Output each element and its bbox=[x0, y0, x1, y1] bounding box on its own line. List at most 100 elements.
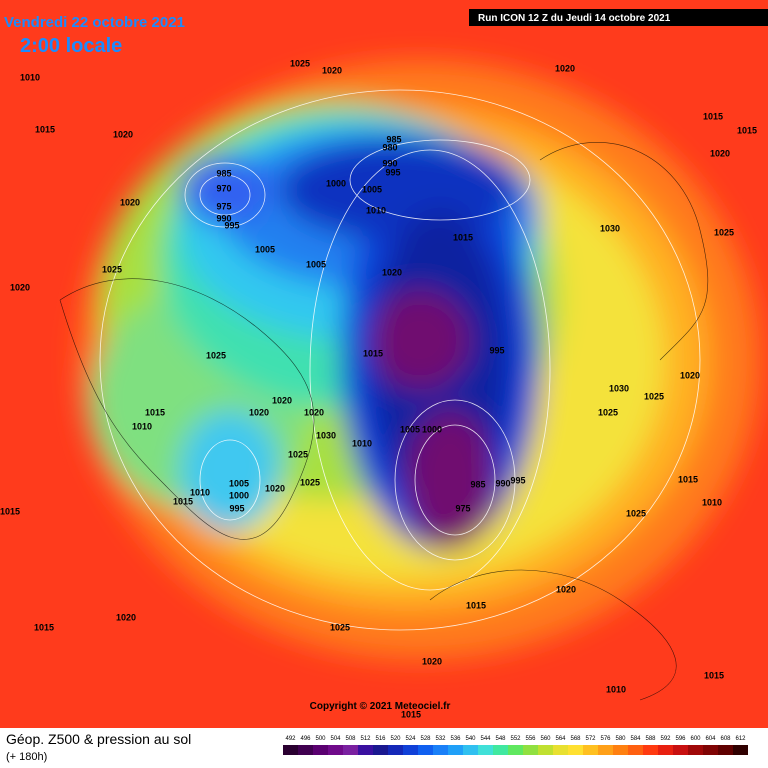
scale-swatch bbox=[583, 745, 598, 755]
scale-swatch bbox=[493, 745, 508, 755]
scale-label: 612 bbox=[735, 736, 746, 742]
scale-label: 556 bbox=[525, 736, 536, 742]
isobar-label: 1005 bbox=[229, 478, 249, 488]
scale-label: 568 bbox=[570, 736, 581, 742]
run-banner bbox=[469, 9, 768, 26]
scale-label: 512 bbox=[360, 736, 371, 742]
isobar-label: 1005 bbox=[255, 244, 275, 254]
scale-label: 524 bbox=[405, 736, 416, 742]
isobar-label: 1020 bbox=[422, 656, 442, 666]
scale-label: 492 bbox=[285, 736, 296, 742]
scale-swatch bbox=[463, 745, 478, 755]
scale-swatch bbox=[733, 745, 748, 755]
isobar-label: 1030 bbox=[609, 383, 629, 393]
isobar-label: 1015 bbox=[145, 407, 165, 417]
isobar-label: 1020 bbox=[272, 395, 292, 405]
isobar-label: 1025 bbox=[290, 58, 310, 68]
scale-label: 496 bbox=[300, 736, 311, 742]
scale-label: 528 bbox=[420, 736, 431, 742]
isobar-label: 1015 bbox=[0, 506, 20, 516]
isobar-label: 1005 bbox=[306, 259, 326, 269]
scale-label: 516 bbox=[375, 736, 386, 742]
scale-label: 588 bbox=[645, 736, 656, 742]
isobar-label: 1010 bbox=[190, 487, 210, 497]
scale-label: 536 bbox=[450, 736, 461, 742]
isobar-label: 1020 bbox=[265, 483, 285, 493]
scale-swatch bbox=[673, 745, 688, 755]
scale-swatch bbox=[643, 745, 658, 755]
isobar-label: 1030 bbox=[600, 223, 620, 233]
scale-swatch bbox=[433, 745, 448, 755]
scale-swatch bbox=[403, 745, 418, 755]
scale-swatch bbox=[313, 745, 328, 755]
isobar-label: 1030 bbox=[316, 430, 336, 440]
isobar-label: 1010 bbox=[366, 205, 386, 215]
color-scale: 492 496 500 504 508 512 516 520 524 528 532 536 540 5… bbox=[283, 736, 748, 755]
copyright: Copyright © 2021 Meteociel.fr bbox=[310, 701, 451, 712]
scale-swatch bbox=[508, 745, 523, 755]
footer-title: Géop. Z500 & pression au sol bbox=[6, 731, 191, 747]
isobar-label: 985 bbox=[386, 134, 401, 144]
isobar-label: 1025 bbox=[300, 477, 320, 487]
isobar-label: 995 bbox=[229, 503, 244, 513]
scale-label: 604 bbox=[705, 736, 716, 742]
isobar-label: 975 bbox=[455, 503, 470, 513]
scale-swatch bbox=[283, 745, 298, 755]
isobar-label: 1005 bbox=[362, 184, 382, 194]
isobar-label: 1015 bbox=[737, 125, 757, 135]
isobar-label: 1015 bbox=[401, 709, 421, 719]
isobar-label: 1000 bbox=[422, 424, 442, 434]
isobar-label: 1010 bbox=[20, 72, 40, 82]
scale-label: 500 bbox=[315, 736, 326, 742]
isobar-label: 1025 bbox=[330, 622, 350, 632]
scale-swatch bbox=[373, 745, 388, 755]
scale-label: 504 bbox=[330, 736, 341, 742]
isobar-label: 1020 bbox=[322, 65, 342, 75]
scale-swatch bbox=[328, 745, 343, 755]
isobar-label: 1020 bbox=[555, 63, 575, 73]
isobar-label: 1025 bbox=[644, 391, 664, 401]
scale-swatch bbox=[703, 745, 718, 755]
isobar-label: 995 bbox=[224, 220, 239, 230]
scale-label: 508 bbox=[345, 736, 356, 742]
isobar-label: 1000 bbox=[229, 490, 249, 500]
isobar-label: 1020 bbox=[710, 148, 730, 158]
scale-label: 564 bbox=[555, 736, 566, 742]
isobar-label: 980 bbox=[382, 142, 397, 152]
scale-swatch bbox=[388, 745, 403, 755]
scale-swatch bbox=[553, 745, 568, 755]
geopotential-field bbox=[80, 60, 760, 660]
isobar-label: 1015 bbox=[704, 670, 724, 680]
scale-label: 576 bbox=[600, 736, 611, 742]
isobar-label: 1000 bbox=[326, 178, 346, 188]
scale-swatch bbox=[298, 745, 313, 755]
scale-swatch bbox=[343, 745, 358, 755]
scale-swatch bbox=[448, 745, 463, 755]
scale-swatch bbox=[658, 745, 673, 755]
isobar-label: 1010 bbox=[352, 438, 372, 448]
scale-label: 520 bbox=[390, 736, 401, 742]
isobar-label: 975 bbox=[216, 201, 231, 211]
scale-swatch bbox=[598, 745, 613, 755]
scale-label: 560 bbox=[540, 736, 551, 742]
isobar-label: 1015 bbox=[453, 232, 473, 242]
isobar-label: 1025 bbox=[714, 227, 734, 237]
isobar-label: 1020 bbox=[680, 370, 700, 380]
isobar-label: 1025 bbox=[288, 449, 308, 459]
isobar-label: 1025 bbox=[626, 508, 646, 518]
scale-swatch bbox=[613, 745, 628, 755]
scale-swatch bbox=[688, 745, 703, 755]
scale-label: 544 bbox=[480, 736, 491, 742]
scale-label: 572 bbox=[585, 736, 596, 742]
scale-swatch bbox=[538, 745, 553, 755]
isobar-label: 1020 bbox=[382, 267, 402, 277]
isobar-label: 1015 bbox=[363, 348, 383, 358]
isobar-label: 1015 bbox=[34, 622, 54, 632]
isobar-label: 1025 bbox=[206, 350, 226, 360]
scale-label: 608 bbox=[720, 736, 731, 742]
isobar-label: 985 bbox=[470, 479, 485, 489]
scale-label: 592 bbox=[660, 736, 671, 742]
isobar-label: 1010 bbox=[132, 421, 152, 431]
